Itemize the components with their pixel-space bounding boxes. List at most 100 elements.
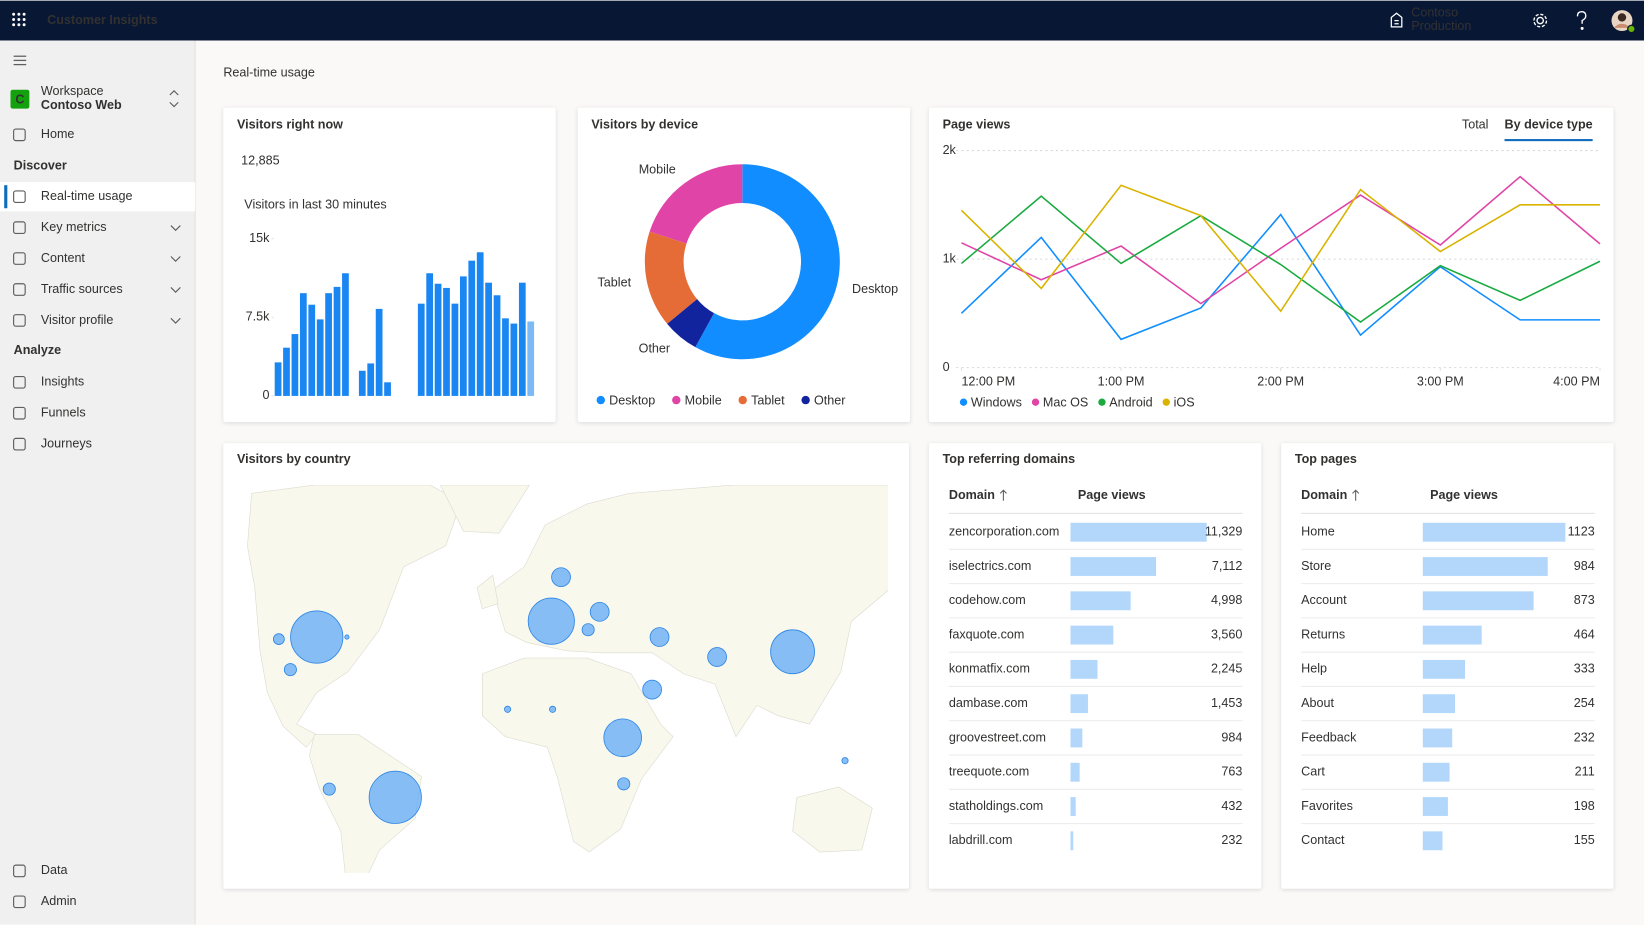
line-series [961, 175, 1601, 305]
bar [518, 282, 526, 396]
slice-label: Desktop [852, 282, 898, 296]
nav-item[interactable]: Funnels [41, 406, 86, 420]
bar [384, 382, 391, 396]
bar [291, 334, 299, 396]
expand-chevron[interactable] [170, 286, 181, 293]
nav-icon [13, 375, 26, 389]
line-series [960, 184, 1600, 313]
land-shape [481, 657, 674, 853]
nav-heading: Discover [14, 159, 67, 173]
row-label: Contact [1301, 833, 1345, 847]
nav-item[interactable]: Data [41, 863, 68, 877]
legend-label: Android [1109, 396, 1152, 410]
environment-name[interactable]: Production [1411, 19, 1471, 33]
avatar[interactable] [1611, 10, 1636, 34]
nav-item[interactable]: Content [41, 251, 86, 265]
row-value: 198 [1574, 799, 1595, 813]
line-series [960, 195, 1601, 324]
expand-chevron[interactable] [170, 256, 181, 263]
column-header[interactable]: Domain [1301, 488, 1347, 502]
row-label: treequote.com [949, 765, 1029, 779]
table-bar [1422, 625, 1482, 645]
row-label: Favorites [1301, 799, 1353, 813]
slice-label: Mobile [639, 162, 676, 176]
row-value: 432 [1221, 799, 1242, 813]
nav-item[interactable]: Admin [41, 894, 77, 908]
bubble [551, 567, 571, 588]
table-bar [1422, 762, 1450, 782]
legend-label: Desktop [609, 393, 655, 407]
bar [316, 319, 324, 396]
column-header[interactable]: Page views [1078, 488, 1146, 502]
bubble [841, 757, 849, 765]
column-header[interactable]: Domain [949, 488, 995, 502]
bubble [527, 597, 575, 645]
row-value: 11,329 [1205, 525, 1243, 539]
tab[interactable]: By device type [1505, 118, 1593, 132]
nav-icon [13, 252, 26, 265]
bubble [344, 634, 350, 640]
workspace-badge [10, 89, 30, 109]
sort-arrow [1352, 489, 1360, 501]
row-value: 984 [1574, 559, 1595, 573]
y-tick-label: 7.5k [246, 310, 270, 324]
tab[interactable]: Total [1462, 118, 1489, 132]
nav-icon [13, 221, 26, 234]
nav-item[interactable]: Key metrics [41, 220, 107, 234]
menu-toggle[interactable] [13, 55, 27, 66]
nav-item[interactable]: Traffic sources [41, 282, 123, 296]
workspace-name[interactable]: Contoso Web [41, 98, 122, 112]
expand-chevron[interactable] [170, 225, 181, 232]
bar [426, 273, 434, 396]
column-header[interactable]: Page views [1430, 488, 1498, 502]
card-title: Visitors by device [591, 118, 698, 132]
table-bar [1070, 522, 1207, 542]
bubble [589, 601, 610, 622]
expand-chevron[interactable] [170, 317, 181, 324]
row-label: konmatfix.com [949, 662, 1030, 676]
bar [485, 282, 492, 396]
row-value: 3,560 [1211, 627, 1242, 641]
nav-item[interactable]: Journeys [41, 436, 92, 450]
nav-item[interactable]: Insights [41, 375, 84, 389]
row-label: dambase.com [949, 696, 1028, 710]
bar [274, 362, 282, 396]
bubble [603, 718, 643, 758]
nav-selected [0, 182, 196, 212]
help-icon[interactable] [1576, 10, 1587, 30]
bar [342, 273, 349, 396]
table-bar [1422, 659, 1466, 679]
y-tick-label: 1k [943, 251, 957, 265]
chart-subtitle: Visitors in last 30 minutes [244, 197, 386, 211]
donut-slice [649, 164, 743, 244]
nav-icon [13, 314, 26, 327]
table-bar [1422, 831, 1443, 851]
row-label: Account [1301, 593, 1347, 607]
nav-item[interactable]: Home [41, 127, 75, 141]
tab-underline [1504, 139, 1593, 142]
environment-icon[interactable] [1390, 12, 1403, 28]
row-value: 232 [1574, 730, 1595, 744]
bubble [549, 705, 557, 713]
card-title: Top pages [1295, 452, 1357, 466]
bar [476, 252, 484, 396]
app-launcher[interactable] [12, 12, 26, 27]
kpi-value: 12,885 [241, 153, 279, 167]
bubble [273, 633, 285, 645]
workspace-switch[interactable] [169, 90, 179, 108]
legend-swatch [738, 395, 747, 405]
bar [299, 293, 307, 396]
legend-label: iOS [1174, 396, 1195, 410]
legend-label: Windows [971, 396, 1022, 410]
row-label: codehow.com [949, 593, 1026, 607]
y-tick-label: 0 [262, 388, 269, 402]
sidebar [0, 40, 196, 925]
row-label: Returns [1301, 627, 1345, 641]
nav-item[interactable]: Real-time usage [41, 189, 133, 203]
settings-icon[interactable] [1533, 13, 1548, 28]
bubble [322, 782, 336, 796]
bar [527, 321, 535, 396]
nav-item[interactable]: Visitor profile [41, 313, 113, 327]
bar [283, 347, 290, 396]
row-value: 254 [1574, 696, 1595, 710]
